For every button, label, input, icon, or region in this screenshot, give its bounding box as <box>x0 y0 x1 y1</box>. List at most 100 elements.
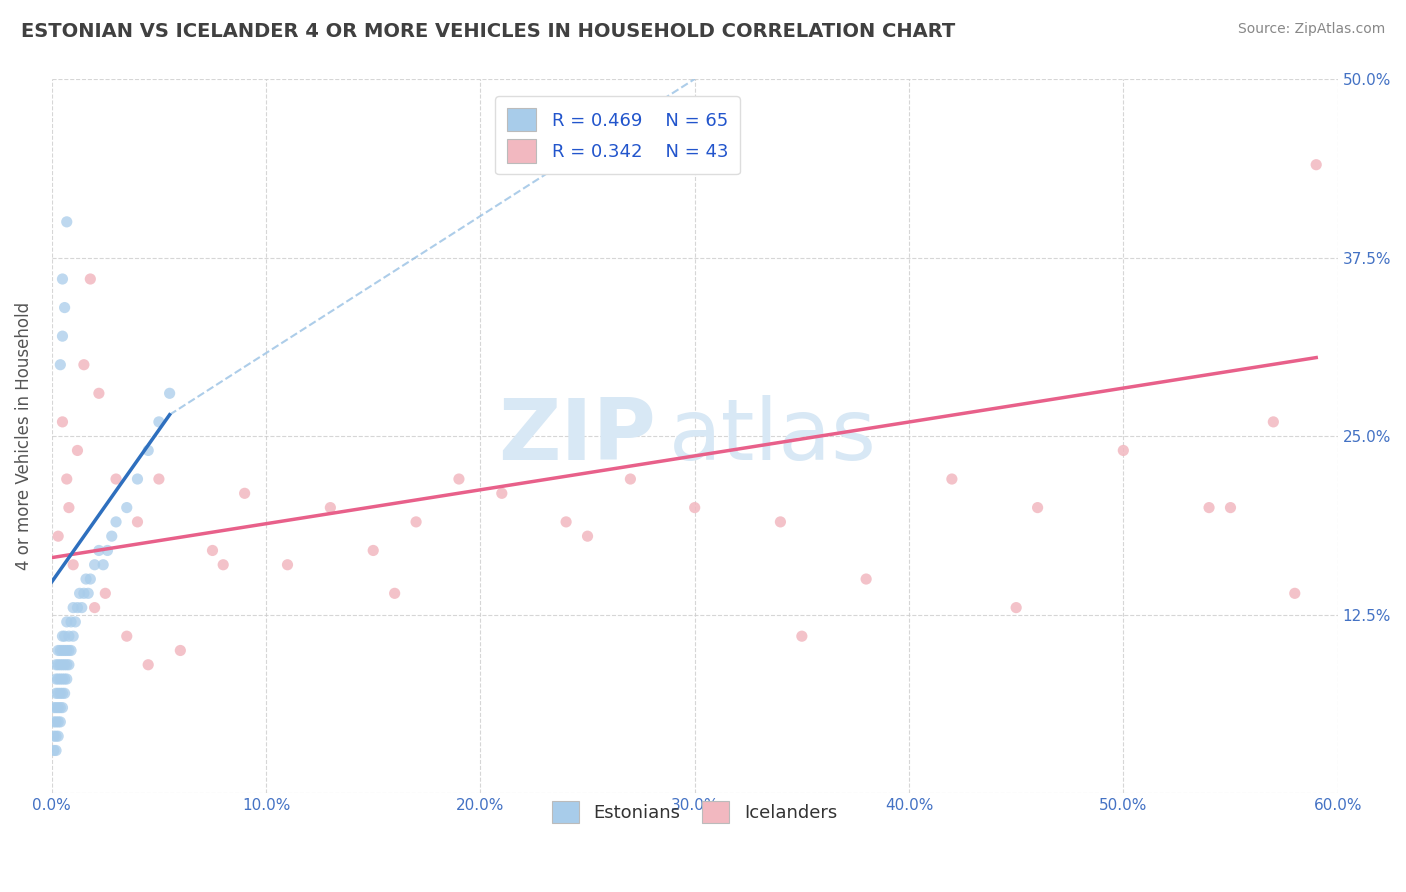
Point <box>683 500 706 515</box>
Point <box>53 629 76 643</box>
Point <box>42 743 65 757</box>
Point <box>45 686 67 700</box>
Point <box>55 215 77 229</box>
Point <box>127 515 149 529</box>
Point <box>1263 415 1285 429</box>
Point <box>42 700 65 714</box>
Point <box>53 643 76 657</box>
Point <box>79 272 101 286</box>
Point <box>77 586 100 600</box>
Point <box>1112 443 1135 458</box>
Point <box>62 600 84 615</box>
Point <box>45 729 67 743</box>
Point <box>790 629 813 643</box>
Point <box>51 629 73 643</box>
Point <box>83 600 105 615</box>
Point <box>136 443 159 458</box>
Point <box>100 529 122 543</box>
Point <box>576 529 599 543</box>
Point <box>555 515 578 529</box>
Point <box>115 500 138 515</box>
Point <box>46 714 69 729</box>
Point <box>73 358 96 372</box>
Point <box>51 672 73 686</box>
Point <box>42 729 65 743</box>
Point <box>55 657 77 672</box>
Point <box>46 672 69 686</box>
Point <box>53 657 76 672</box>
Y-axis label: 4 or more Vehicles in Household: 4 or more Vehicles in Household <box>15 302 32 570</box>
Point <box>58 657 80 672</box>
Point <box>51 329 73 343</box>
Point <box>384 586 406 600</box>
Point <box>58 629 80 643</box>
Point <box>66 600 89 615</box>
Point <box>42 714 65 729</box>
Point <box>1219 500 1241 515</box>
Point <box>361 543 384 558</box>
Point <box>87 386 110 401</box>
Point <box>55 615 77 629</box>
Point <box>212 558 235 572</box>
Point <box>405 515 427 529</box>
Point <box>70 600 93 615</box>
Point <box>49 358 72 372</box>
Point <box>1305 158 1327 172</box>
Point <box>49 714 72 729</box>
Point <box>276 558 298 572</box>
Point <box>49 672 72 686</box>
Point <box>49 686 72 700</box>
Point <box>66 443 89 458</box>
Point <box>87 543 110 558</box>
Point <box>51 272 73 286</box>
Point <box>83 558 105 572</box>
Point <box>51 415 73 429</box>
Point <box>55 472 77 486</box>
Point <box>73 586 96 600</box>
Point <box>769 515 792 529</box>
Point <box>45 700 67 714</box>
Point <box>58 643 80 657</box>
Point <box>105 515 128 529</box>
Text: Source: ZipAtlas.com: Source: ZipAtlas.com <box>1237 22 1385 37</box>
Point <box>447 472 470 486</box>
Point <box>55 672 77 686</box>
Point <box>169 643 191 657</box>
Point <box>319 500 342 515</box>
Point <box>60 615 83 629</box>
Point <box>46 643 69 657</box>
Point <box>148 415 170 429</box>
Point <box>136 657 159 672</box>
Point <box>491 486 513 500</box>
Text: ZIP: ZIP <box>498 394 657 477</box>
Point <box>619 472 641 486</box>
Point <box>201 543 224 558</box>
Point <box>69 586 91 600</box>
Point <box>51 657 73 672</box>
Point <box>46 729 69 743</box>
Point <box>46 529 69 543</box>
Point <box>75 572 97 586</box>
Point <box>45 672 67 686</box>
Point <box>91 558 114 572</box>
Point <box>45 714 67 729</box>
Point <box>941 472 963 486</box>
Point <box>45 657 67 672</box>
Point <box>51 686 73 700</box>
Point <box>1026 500 1049 515</box>
Point <box>53 301 76 315</box>
Point <box>60 643 83 657</box>
Text: atlas: atlas <box>669 394 877 477</box>
Point <box>45 743 67 757</box>
Point <box>49 643 72 657</box>
Point <box>51 643 73 657</box>
Point <box>46 657 69 672</box>
Point <box>105 472 128 486</box>
Text: ESTONIAN VS ICELANDER 4 OR MORE VEHICLES IN HOUSEHOLD CORRELATION CHART: ESTONIAN VS ICELANDER 4 OR MORE VEHICLES… <box>21 22 955 41</box>
Point <box>46 686 69 700</box>
Point <box>1005 600 1028 615</box>
Point <box>159 386 181 401</box>
Point <box>127 472 149 486</box>
Point <box>55 643 77 657</box>
Point <box>51 700 73 714</box>
